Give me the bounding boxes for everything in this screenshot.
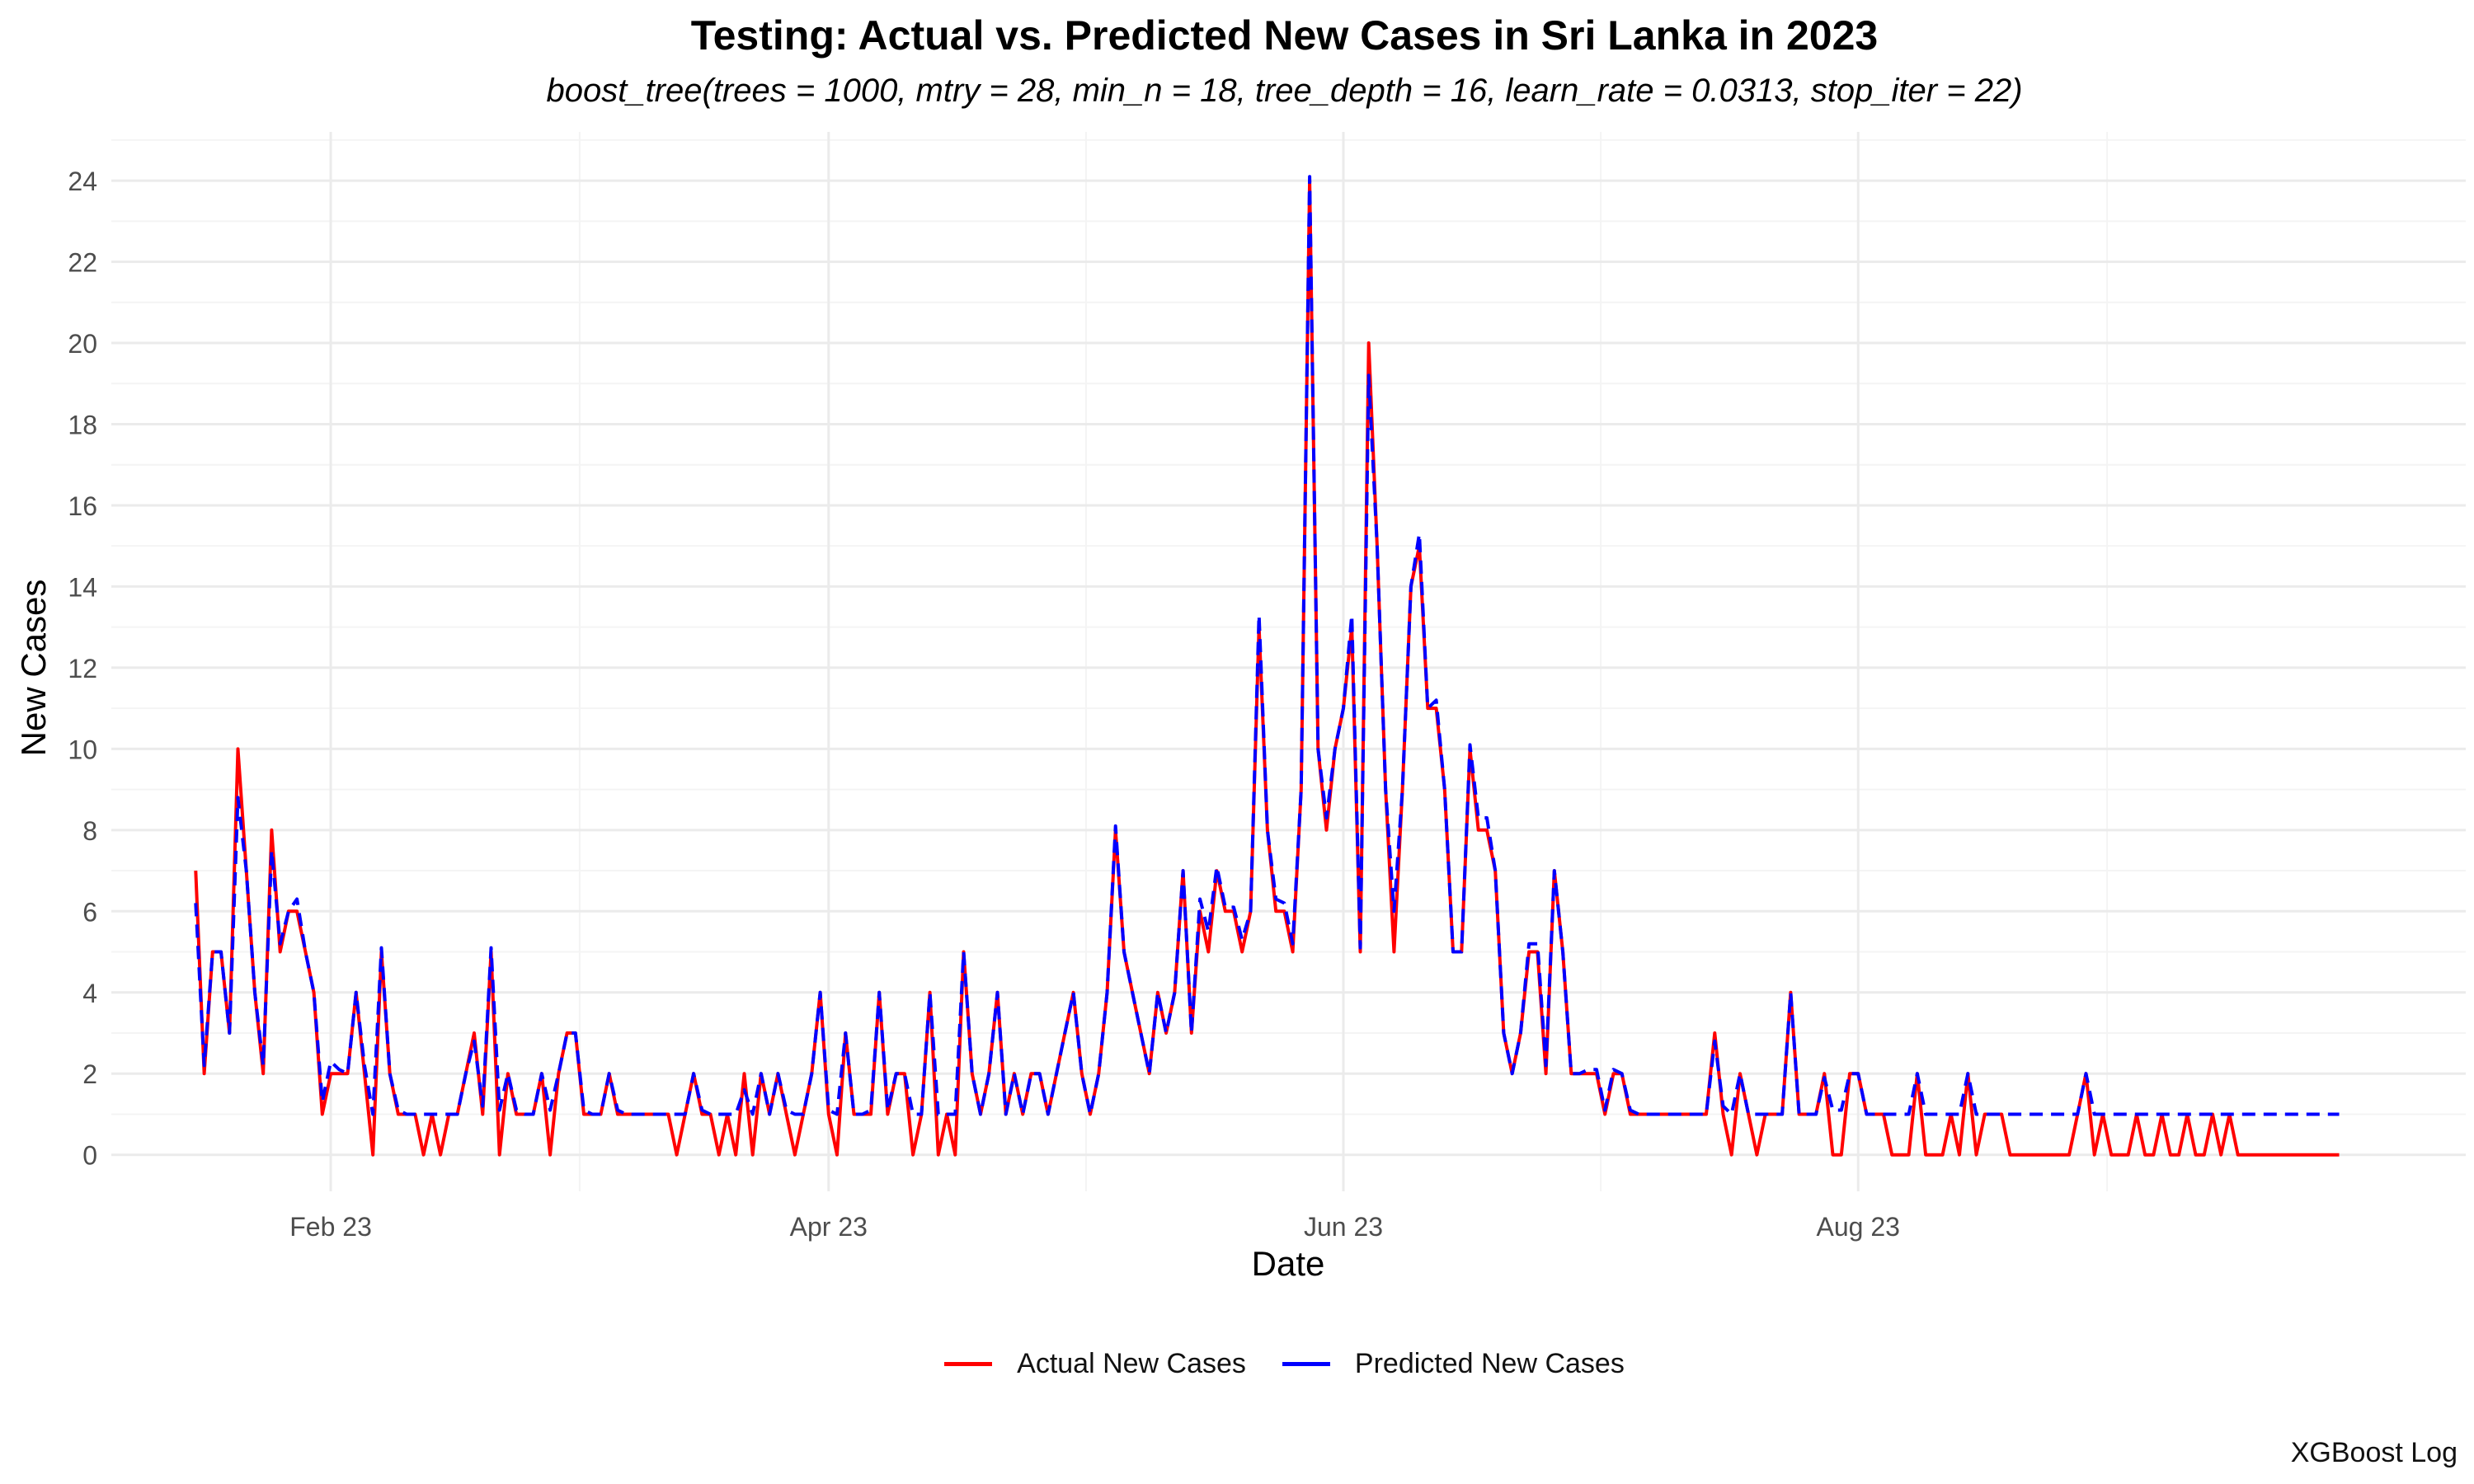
y-tick-label: 8 (82, 816, 97, 846)
y-tick-label: 10 (68, 735, 97, 764)
legend-key-predicted (1282, 1362, 1330, 1366)
x-tick-labels: Feb 23 Apr 23 Jun 23 Aug 23 (289, 1212, 1900, 1242)
legend: Actual New Cases Predicted New Cases (0, 1348, 2474, 1380)
legend-label-actual: Actual New Cases (1017, 1348, 1246, 1379)
series-line-predicted (194, 175, 2340, 1116)
legend-item-actual: Actual New Cases (944, 1348, 1246, 1380)
y-tick-label: 22 (68, 248, 97, 278)
gridlines (111, 132, 2466, 1191)
y-tick-label: 2 (82, 1059, 97, 1089)
y-tick-label: 14 (68, 572, 97, 602)
x-tick-label: Apr 23 (790, 1212, 868, 1242)
x-axis-label: Date (1252, 1244, 1325, 1283)
y-tick-label: 24 (68, 167, 97, 196)
series-line-actual (194, 179, 2340, 1157)
y-tick-label: 6 (82, 897, 97, 927)
legend-key-actual (944, 1362, 993, 1366)
legend-label-predicted: Predicted New Cases (1354, 1348, 1625, 1379)
y-axis-label: New Cases (14, 580, 53, 757)
y-tick-label: 16 (68, 491, 97, 521)
y-tick-label: 18 (68, 410, 97, 439)
x-tick-label: Feb 23 (289, 1212, 372, 1242)
chart-subtitle: boost_tree(trees = 1000, mtry = 28, min_… (546, 73, 2023, 109)
series-lines (194, 175, 2340, 1157)
y-tick-label: 0 (82, 1141, 97, 1171)
chart-caption: XGBoost Log (2290, 1437, 2458, 1468)
legend-item-predicted: Predicted New Cases (1282, 1348, 1625, 1380)
x-tick-label: Jun 23 (1304, 1212, 1383, 1242)
x-tick-label: Aug 23 (1817, 1212, 1900, 1242)
y-tick-label: 12 (68, 654, 97, 683)
y-tick-label: 20 (68, 329, 97, 359)
y-tick-label: 4 (82, 979, 97, 1008)
chart-title: Testing: Actual vs. Predicted New Cases … (690, 12, 1879, 59)
